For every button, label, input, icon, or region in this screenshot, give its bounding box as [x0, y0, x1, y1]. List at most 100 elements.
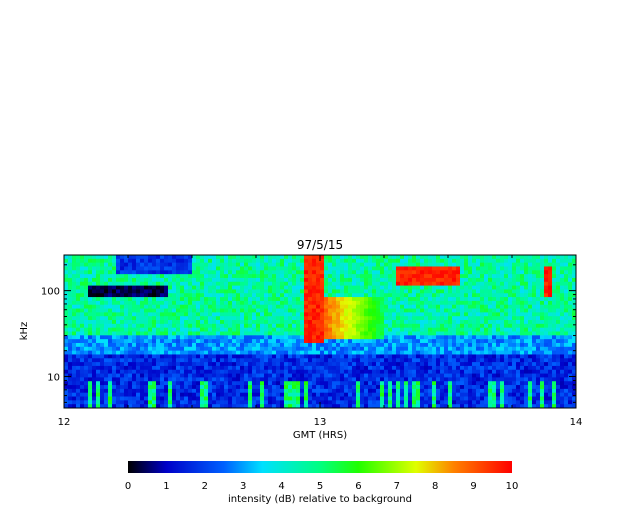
heatmap-cell	[420, 365, 425, 371]
heatmap-cell	[68, 396, 73, 401]
heatmap-cell	[76, 258, 81, 264]
heatmap-cell	[512, 385, 517, 390]
heatmap-cell	[556, 255, 561, 260]
heatmap-cell	[380, 327, 385, 332]
heatmap-cell	[464, 400, 469, 405]
heatmap-cell	[316, 377, 321, 382]
heatmap-cell	[500, 320, 505, 325]
heatmap-cell	[396, 354, 401, 359]
heatmap-cell	[188, 255, 193, 260]
heatmap-cell	[164, 255, 169, 260]
heatmap-cell	[548, 300, 553, 306]
heatmap-cell	[100, 312, 105, 317]
heatmap-cell	[212, 373, 217, 378]
heatmap-cell	[188, 396, 193, 401]
heatmap-cell	[204, 369, 209, 374]
heatmap-cell	[100, 274, 105, 279]
heatmap-cell	[84, 331, 89, 336]
heatmap-cell	[456, 281, 461, 286]
heatmap-cell	[268, 323, 273, 329]
heatmap-cell	[524, 346, 529, 352]
heatmap-cell	[176, 258, 181, 264]
heatmap-cell	[516, 339, 521, 344]
heatmap-cell	[508, 362, 513, 367]
heatmap-cell	[148, 293, 153, 298]
heatmap-cell	[364, 308, 369, 313]
heatmap-cell	[372, 262, 377, 267]
heatmap-cell	[200, 266, 205, 271]
heatmap-cell	[200, 258, 205, 264]
heatmap-cell	[504, 289, 509, 294]
heatmap-cell	[532, 396, 537, 401]
heatmap-cell	[304, 392, 309, 397]
heatmap-cell	[456, 339, 461, 344]
heatmap-cell	[64, 281, 69, 286]
heatmap-cell	[212, 258, 217, 264]
heatmap-cell	[272, 258, 277, 264]
heatmap-cell	[192, 277, 197, 283]
heatmap-cell	[528, 304, 533, 309]
heatmap-cell	[136, 342, 141, 348]
heatmap-cell	[204, 270, 209, 275]
heatmap-cell	[504, 308, 509, 313]
heatmap-cell	[172, 320, 177, 325]
heatmap-cell	[300, 365, 305, 371]
heatmap-cell	[180, 369, 185, 374]
heatmap-cell	[68, 350, 73, 355]
heatmap-cell	[548, 342, 553, 348]
heatmap-cell	[136, 258, 141, 264]
heatmap-cell	[412, 404, 417, 408]
heatmap-cell	[232, 385, 237, 390]
heatmap-cell	[376, 400, 381, 405]
heatmap-cell	[452, 293, 457, 298]
heatmap-cell	[312, 270, 317, 275]
heatmap-cell	[352, 388, 357, 394]
heatmap-cell	[376, 373, 381, 378]
heatmap-cell	[220, 304, 225, 309]
heatmap-cell	[264, 255, 269, 260]
heatmap-cell	[124, 342, 129, 348]
heatmap-cell	[508, 335, 513, 340]
heatmap-cell	[384, 312, 389, 317]
heatmap-cell	[84, 327, 89, 332]
heatmap-cell	[292, 377, 297, 382]
heatmap-cell	[296, 308, 301, 313]
heatmap-cell	[184, 331, 189, 336]
heatmap-cell	[524, 385, 529, 390]
heatmap-cell	[456, 404, 461, 408]
heatmap-cell	[72, 266, 77, 271]
heatmap-cell	[132, 258, 137, 264]
heatmap-cell	[356, 281, 361, 286]
heatmap-cell	[216, 400, 221, 405]
heatmap-cell	[224, 327, 229, 332]
heatmap-cell	[172, 262, 177, 267]
heatmap-cell	[108, 316, 113, 321]
heatmap-cell	[492, 277, 497, 283]
heatmap-cell	[212, 388, 217, 394]
heatmap-cell	[380, 281, 385, 286]
heatmap-cell	[80, 365, 85, 371]
heatmap-cell	[104, 400, 109, 405]
heatmap-cell	[172, 385, 177, 390]
heatmap-cell	[248, 274, 253, 279]
heatmap-cell	[468, 255, 473, 260]
heatmap-cell	[408, 339, 413, 344]
heatmap-cell	[352, 339, 357, 344]
heatmap-cell	[172, 342, 177, 348]
heatmap-cell	[144, 335, 149, 340]
heatmap-cell	[176, 297, 181, 302]
heatmap-cell	[192, 388, 197, 394]
heatmap-cell	[156, 365, 161, 371]
heatmap-cell	[320, 396, 325, 401]
heatmap-cell	[184, 342, 189, 348]
heatmap-cell	[304, 377, 309, 382]
heatmap-cell	[248, 354, 253, 359]
heatmap-cell	[256, 373, 261, 378]
heatmap-cell	[548, 346, 553, 352]
heatmap-cell	[416, 369, 421, 374]
heatmap-cell	[260, 258, 265, 264]
heatmap-cell	[444, 277, 449, 283]
heatmap-cell	[176, 396, 181, 401]
heatmap-cell	[316, 258, 321, 264]
heatmap-cell	[320, 285, 325, 290]
